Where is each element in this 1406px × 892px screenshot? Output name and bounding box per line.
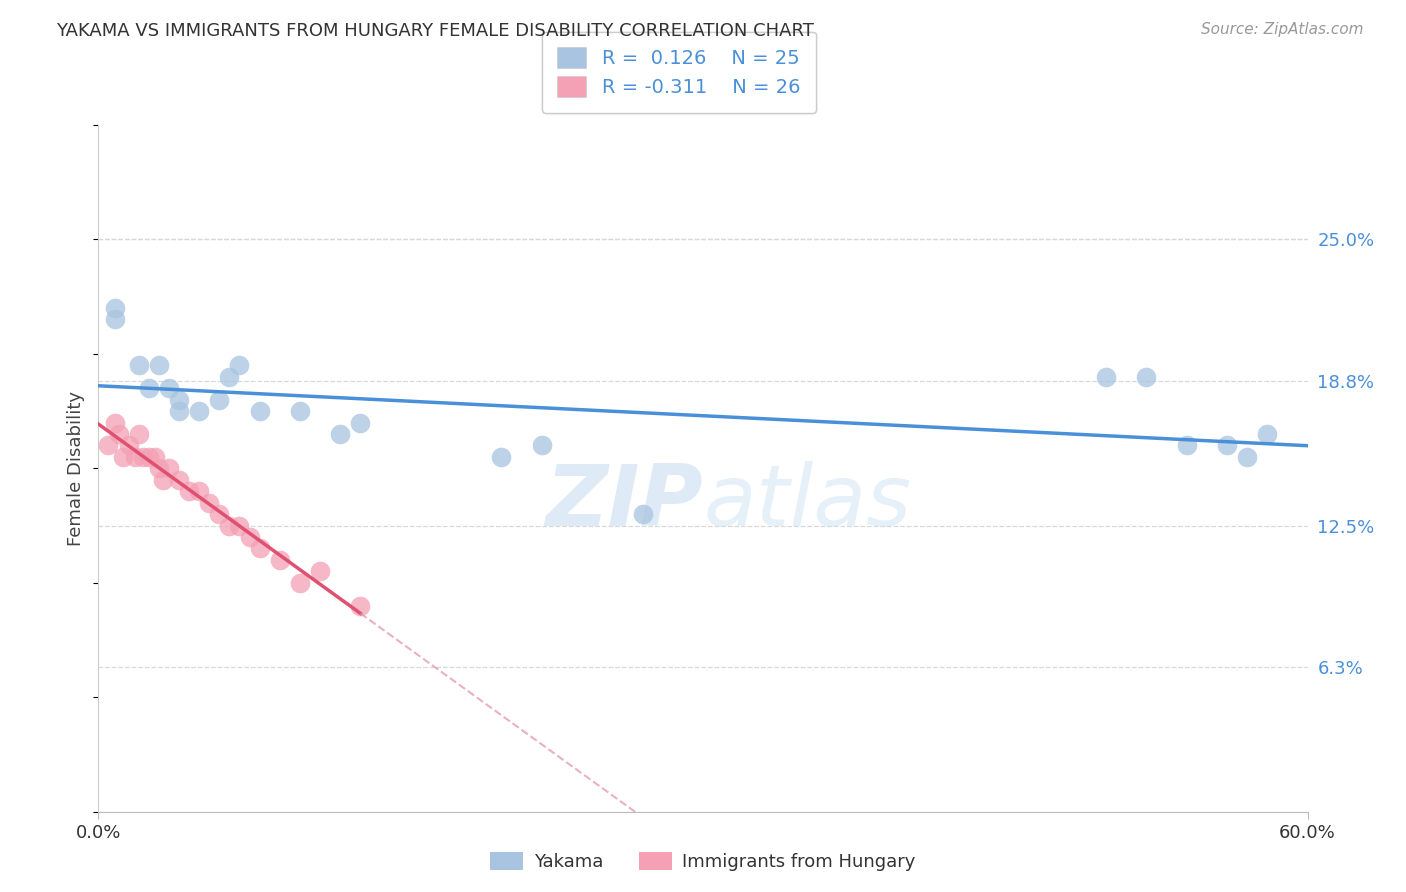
Point — [1216, 438, 1239, 452]
Point — [198, 495, 221, 509]
Point — [128, 426, 150, 441]
Point — [1175, 438, 1198, 452]
Point — [1256, 426, 1278, 441]
Point — [124, 450, 146, 464]
Point — [167, 404, 190, 418]
Point — [157, 461, 180, 475]
Point — [103, 416, 125, 430]
Point — [188, 484, 211, 499]
Point — [491, 450, 513, 464]
Point — [530, 438, 553, 452]
Point — [179, 484, 201, 499]
Point — [218, 518, 240, 533]
Legend: R =  0.126    N = 25, R = -0.311    N = 26: R = 0.126 N = 25, R = -0.311 N = 26 — [541, 31, 815, 113]
Point — [349, 416, 371, 430]
Point — [269, 553, 291, 567]
Point — [239, 530, 262, 544]
Point — [329, 426, 352, 441]
Point — [228, 358, 250, 373]
Point — [132, 450, 155, 464]
Point — [97, 438, 120, 452]
Text: ZIP: ZIP — [546, 461, 703, 544]
Point — [1095, 369, 1118, 384]
Point — [1135, 369, 1157, 384]
Point — [103, 312, 125, 326]
Point — [188, 404, 211, 418]
Legend: Yakama, Immigrants from Hungary: Yakama, Immigrants from Hungary — [484, 845, 922, 879]
Point — [138, 381, 160, 395]
Point — [111, 450, 134, 464]
Point — [143, 450, 166, 464]
Text: atlas: atlas — [703, 461, 911, 544]
Point — [309, 565, 332, 579]
Point — [208, 392, 231, 407]
Point — [288, 404, 311, 418]
Text: YAKAMA VS IMMIGRANTS FROM HUNGARY FEMALE DISABILITY CORRELATION CHART: YAKAMA VS IMMIGRANTS FROM HUNGARY FEMALE… — [56, 22, 814, 40]
Point — [167, 392, 190, 407]
Point — [103, 301, 125, 315]
Point — [349, 599, 371, 613]
Point — [249, 404, 271, 418]
Point — [128, 358, 150, 373]
Point — [138, 450, 160, 464]
Point — [118, 438, 141, 452]
Y-axis label: Female Disability: Female Disability — [67, 391, 86, 546]
Point — [228, 518, 250, 533]
Point — [152, 473, 174, 487]
Point — [107, 426, 129, 441]
Point — [218, 369, 240, 384]
Point — [148, 358, 170, 373]
Point — [208, 507, 231, 521]
Point — [167, 473, 190, 487]
Point — [249, 541, 271, 556]
Point — [157, 381, 180, 395]
Point — [288, 575, 311, 590]
Text: Source: ZipAtlas.com: Source: ZipAtlas.com — [1201, 22, 1364, 37]
Point — [631, 507, 654, 521]
Point — [1236, 450, 1258, 464]
Point — [148, 461, 170, 475]
